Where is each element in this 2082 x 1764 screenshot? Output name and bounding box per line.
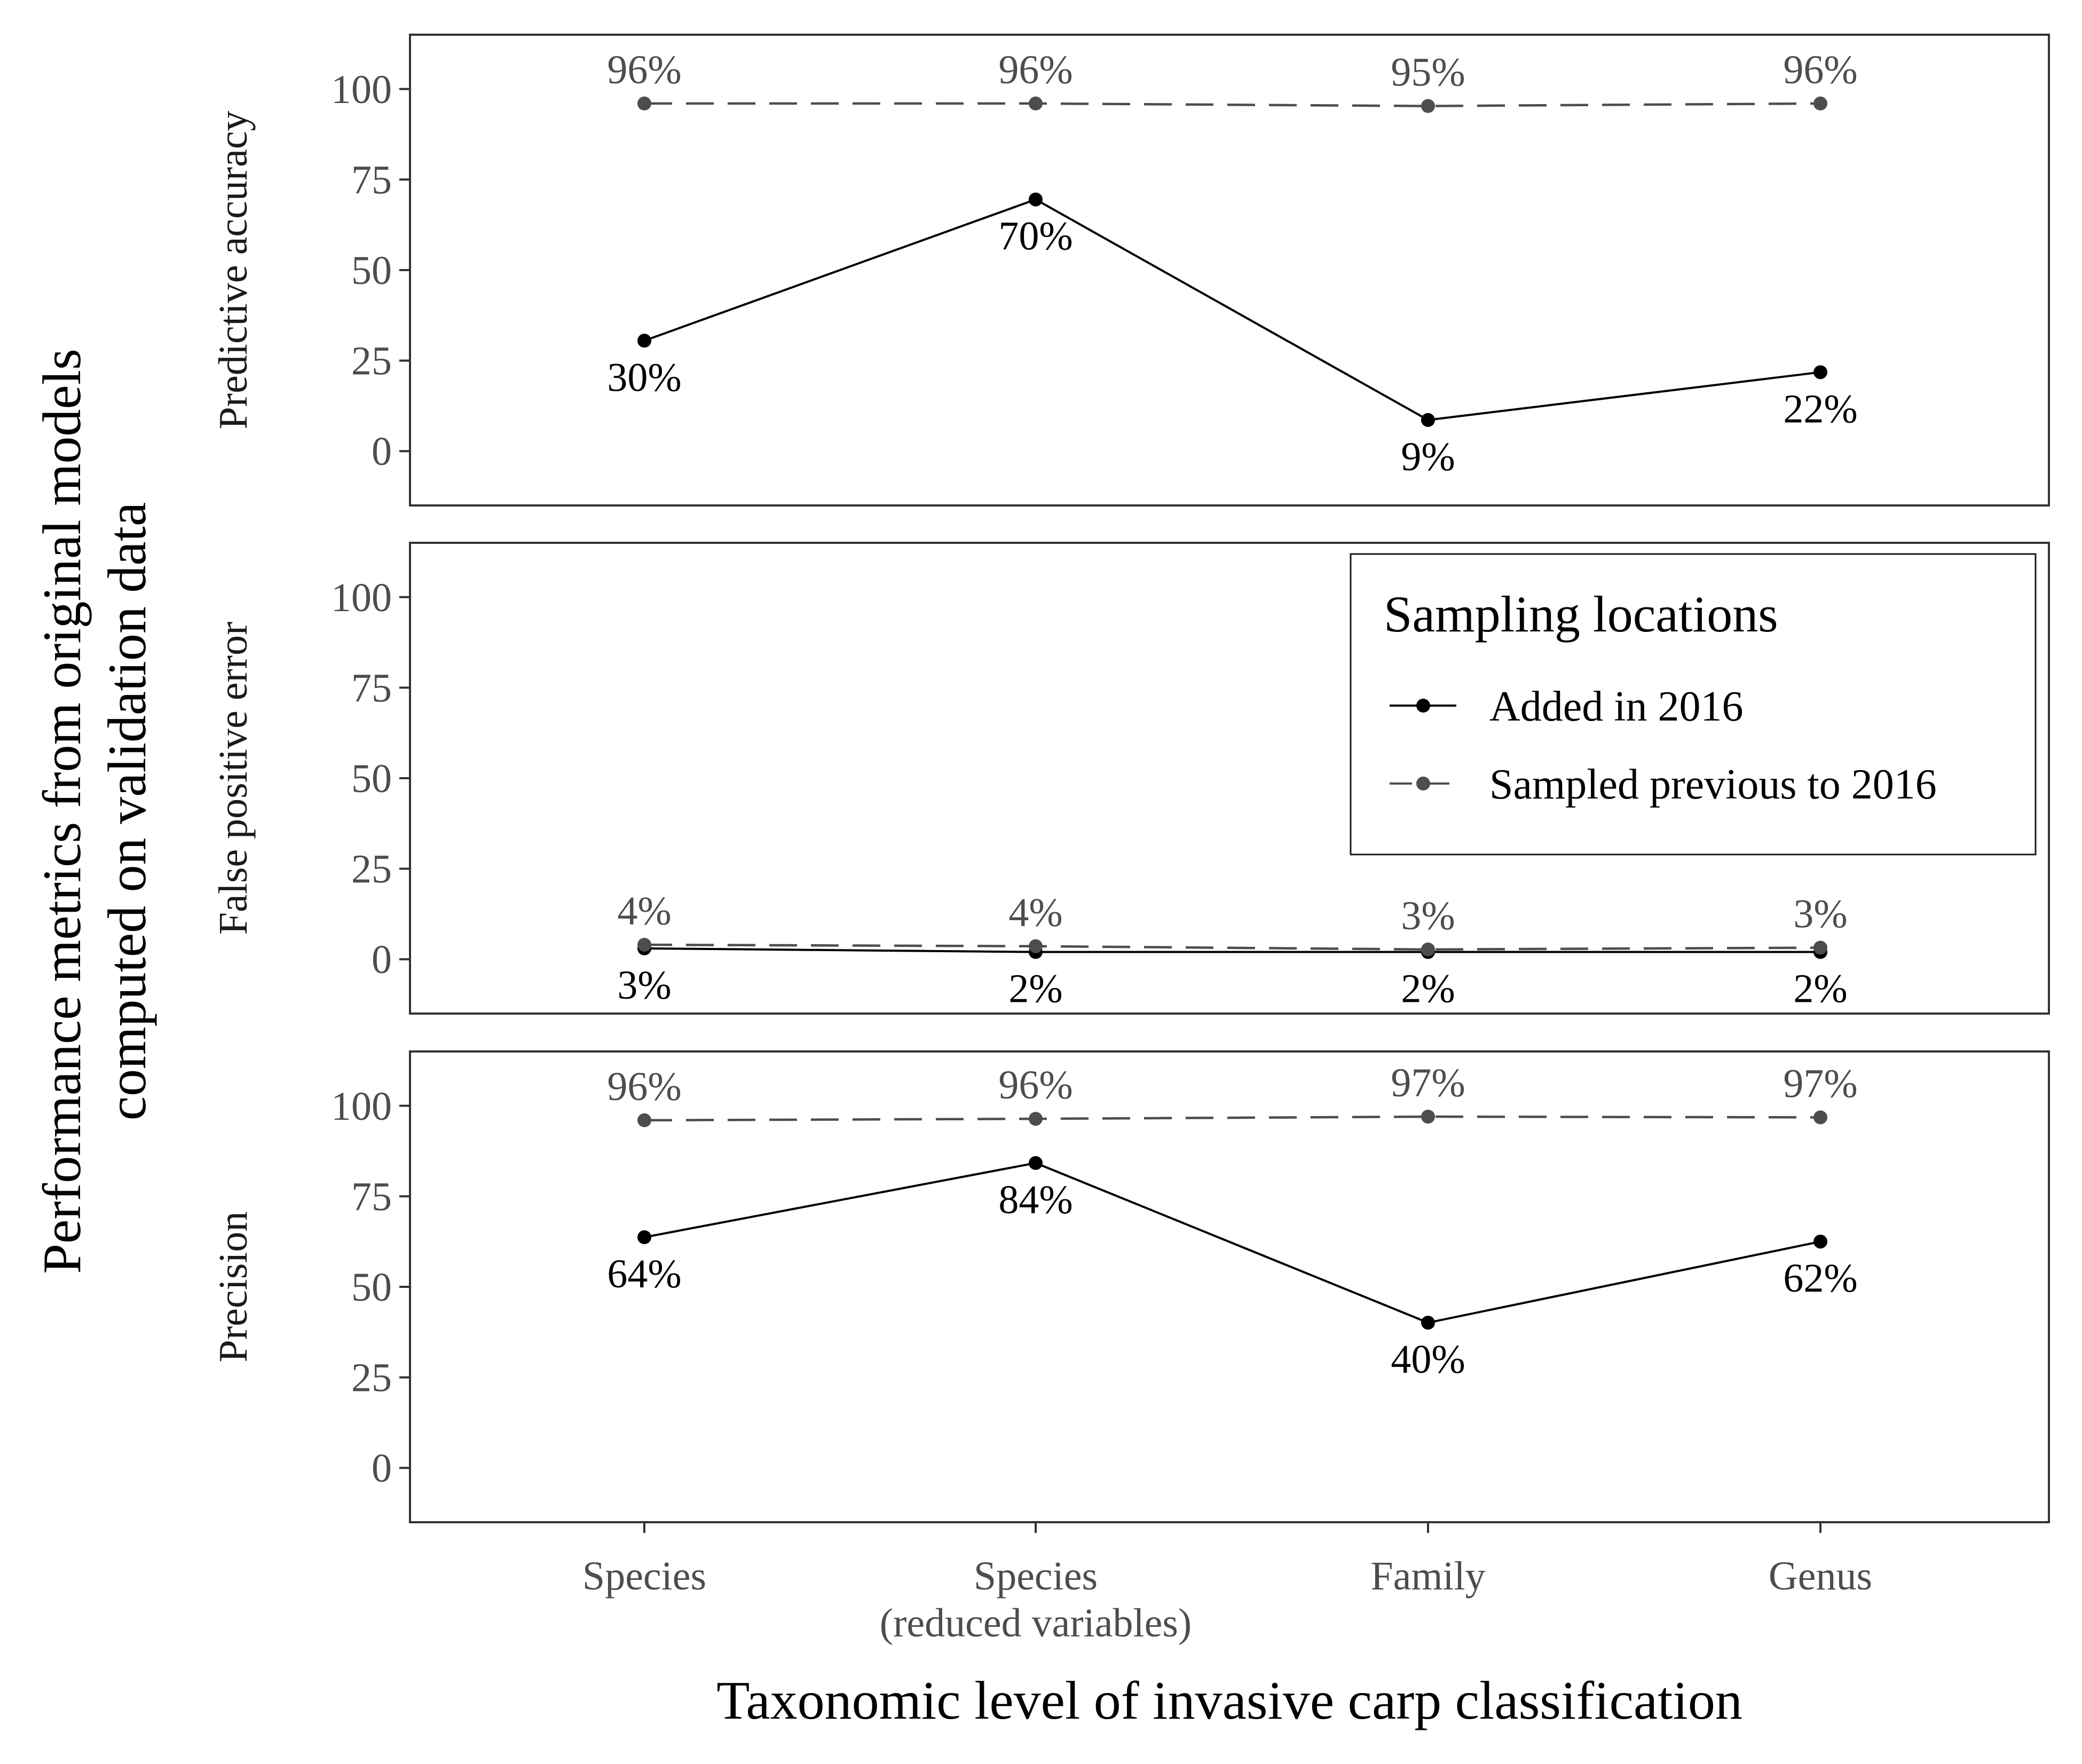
x-axis-title: Taxonomic level of invasive carp classif…	[716, 1671, 1742, 1731]
point-previous	[1029, 96, 1043, 110]
legend-box	[1350, 553, 2037, 856]
series-line-added	[644, 947, 1820, 953]
legend: Sampling locations Added in 2016 Sampled p…	[1350, 553, 2037, 856]
point-previous	[1813, 940, 1827, 955]
point-previous	[1813, 1110, 1827, 1125]
point-added	[1813, 365, 1827, 379]
panel-1: 0 25 50 75 100 Predictive accuracy 30% 70% 9% 22%…	[211, 34, 2050, 507]
data-label-added: 2%	[1008, 967, 1062, 1011]
point-added	[1029, 1156, 1043, 1170]
panel-label: Predictive accuracy	[211, 110, 256, 429]
series-line-added	[644, 198, 1821, 421]
data-label-added: 22%	[1783, 386, 1857, 431]
data-label-previous: 96%	[1783, 48, 1857, 92]
data-label-added: 84%	[998, 1177, 1072, 1222]
y-tick-label: 50	[351, 248, 392, 293]
data-label-added: 9%	[1401, 434, 1455, 479]
series-line-added	[644, 1161, 1821, 1324]
point-previous	[1421, 942, 1435, 956]
point-previous	[637, 1113, 651, 1127]
data-label-previous: 95%	[1391, 50, 1465, 95]
x-tick-label: Genus	[1769, 1554, 1872, 1599]
point-added	[1029, 192, 1043, 207]
data-label-added: 30%	[607, 355, 681, 400]
data-label-previous: 96%	[998, 1063, 1072, 1108]
panel-label: False positive error	[211, 622, 256, 935]
data-label-added: 2%	[1401, 967, 1455, 1011]
data-label-added: 3%	[617, 963, 671, 1008]
legend-key-point	[1416, 777, 1430, 790]
data-label-added: 62%	[1783, 1256, 1857, 1301]
legend-entry: Sampled previous to 2016	[1489, 761, 1937, 808]
data-label-added: 64%	[607, 1252, 681, 1296]
point-added	[1421, 1316, 1435, 1330]
y-tick-label: 0	[372, 429, 392, 474]
data-label-previous: 96%	[607, 1064, 681, 1109]
y-tick-label: 0	[372, 937, 392, 982]
y-tick-label: 75	[351, 157, 392, 202]
point-added	[1813, 1235, 1827, 1249]
x-tick-label: Species	[582, 1554, 706, 1599]
point-previous	[1029, 939, 1043, 953]
data-label-previous: 3%	[1401, 893, 1455, 938]
x-tick-label: Family	[1370, 1554, 1485, 1599]
y-tick-label: 100	[331, 67, 392, 112]
y-tick-label: 50	[351, 756, 392, 801]
point-added	[1421, 413, 1435, 427]
y-tick-label: 25	[351, 1356, 392, 1401]
y-tick-label: 50	[351, 1265, 392, 1310]
panel-2: 0 25 50 75 100 False positive error 3% 2% 2% 2% 4%…	[211, 542, 2050, 1015]
point-previous	[1421, 99, 1435, 113]
y-tick-label: 25	[351, 339, 392, 384]
x-tick-label: Species (reduced variables)	[880, 1554, 1192, 1646]
panel-3: 0 25 50 75 100 Precision 64% 84% 40% 62% 96% 96% 97%…	[211, 1050, 2050, 1523]
data-label-added: 2%	[1793, 967, 1847, 1011]
data-label-previous: 4%	[1008, 890, 1062, 935]
data-label-added: 70%	[998, 214, 1072, 259]
legend-title: Sampling locations	[1384, 586, 1778, 643]
data-label-previous: 4%	[617, 889, 671, 934]
point-added	[637, 334, 651, 348]
y-tick-label: 25	[351, 847, 392, 892]
point-previous	[637, 938, 651, 952]
series-line-previous	[644, 1115, 1821, 1122]
panel-label: Precision	[211, 1212, 256, 1363]
y-axis-title: Performance metrics from original models…	[32, 349, 157, 1273]
data-label-previous: 3%	[1793, 892, 1847, 937]
y-tick-label: 100	[331, 575, 392, 620]
point-previous	[1029, 1112, 1043, 1126]
series-line-previous	[644, 943, 1821, 951]
data-label-added: 40%	[1391, 1337, 1465, 1382]
data-label-previous: 96%	[607, 48, 681, 92]
data-label-previous: 96%	[998, 48, 1072, 92]
legend-entry: Added in 2016	[1489, 683, 1744, 730]
y-tick-label: 0	[372, 1446, 392, 1491]
y-tick-label: 100	[331, 1084, 392, 1129]
y-tick-label: 75	[351, 1174, 392, 1219]
point-previous	[1813, 96, 1827, 110]
data-label-previous: 97%	[1783, 1061, 1857, 1106]
point-previous	[637, 96, 651, 110]
legend-key-point	[1416, 699, 1430, 713]
y-tick-label: 75	[351, 666, 392, 710]
point-previous	[1421, 1110, 1435, 1124]
point-added	[637, 1230, 651, 1245]
series-line-previous	[644, 102, 1821, 107]
data-label-previous: 97%	[1391, 1061, 1465, 1105]
